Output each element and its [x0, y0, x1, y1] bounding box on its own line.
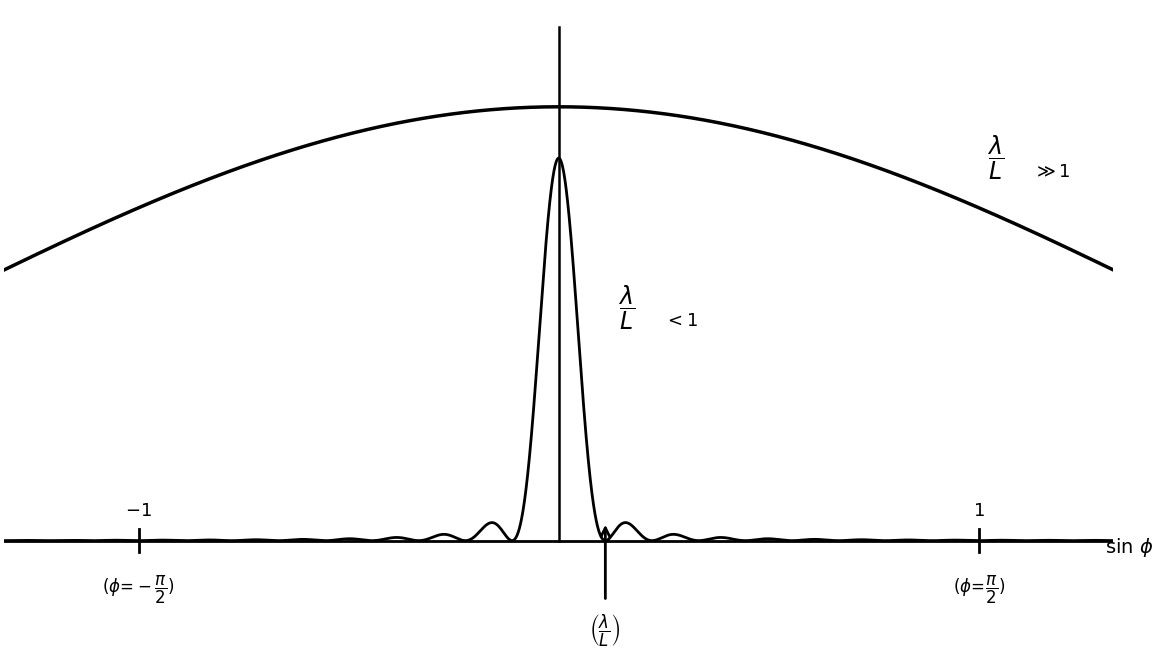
- Text: $1$: $1$: [972, 502, 985, 520]
- Text: $-1$: $-1$: [125, 502, 152, 520]
- Text: $< 1$: $< 1$: [664, 312, 698, 330]
- Text: $\left(\dfrac{\lambda}{L}\right)$: $\left(\dfrac{\lambda}{L}\right)$: [590, 613, 621, 649]
- Text: $\dfrac{\lambda}{L}$: $\dfrac{\lambda}{L}$: [618, 283, 635, 332]
- Text: $(\phi\!=\!-\dfrac{\pi}{2})$: $(\phi\!=\!-\dfrac{\pi}{2})$: [102, 573, 175, 605]
- Text: $\gg 1$: $\gg 1$: [1034, 163, 1071, 181]
- Text: sin $\phi$: sin $\phi$: [1105, 536, 1153, 559]
- Text: $(\phi\!=\!\dfrac{\pi}{2})$: $(\phi\!=\!\dfrac{\pi}{2})$: [953, 573, 1005, 605]
- Text: $\dfrac{\lambda}{L}$: $\dfrac{\lambda}{L}$: [987, 134, 1004, 182]
